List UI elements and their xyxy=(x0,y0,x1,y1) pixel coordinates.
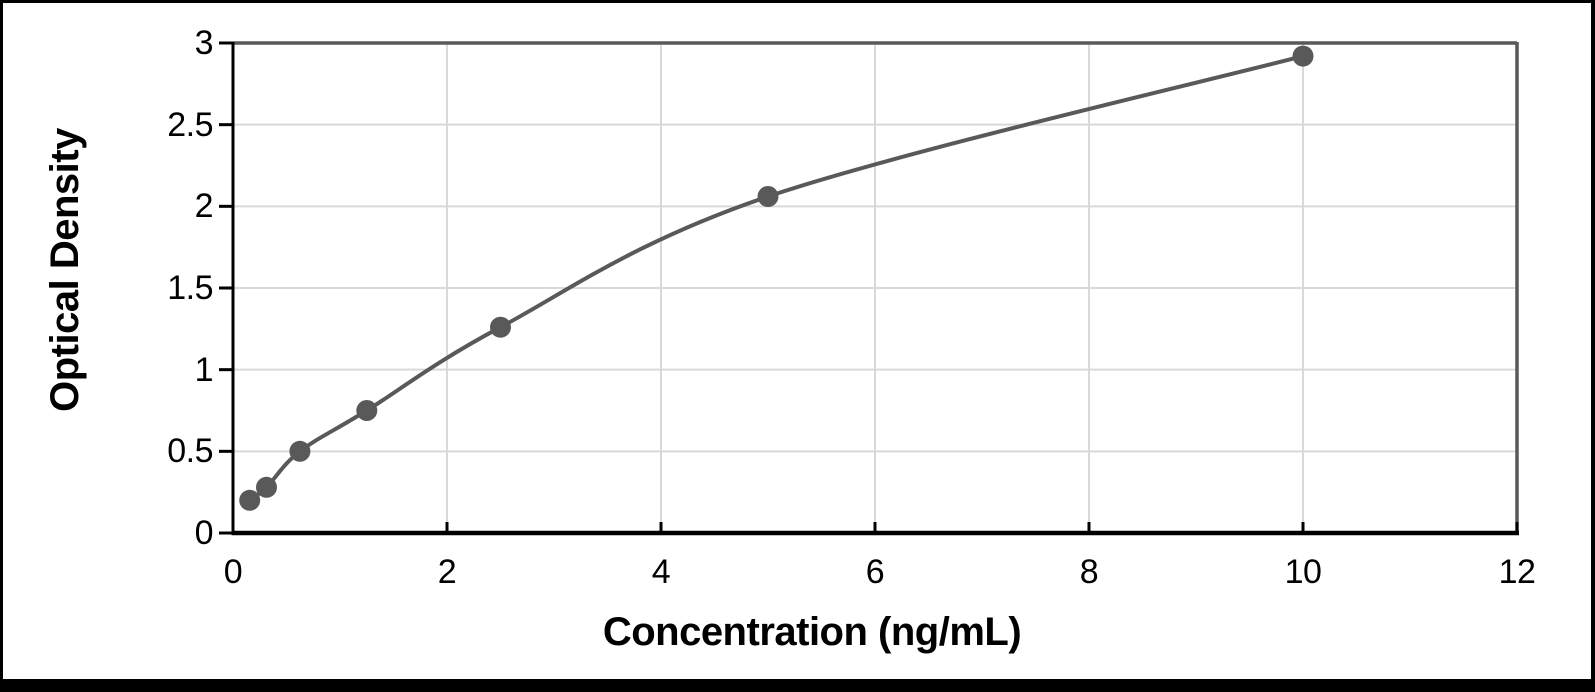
x-tick-label: 12 xyxy=(1498,553,1536,591)
y-tick-label: 3 xyxy=(194,24,214,62)
x-tick-label: 6 xyxy=(865,553,885,591)
x-axis-title: Concentration (ng/mL) xyxy=(602,610,1022,654)
data-point-marker xyxy=(256,476,277,498)
x-tick-label: 8 xyxy=(1079,553,1099,591)
y-tick-label: 1.5 xyxy=(167,269,213,307)
x-tick-label: 2 xyxy=(437,553,457,591)
data-point-marker xyxy=(757,186,779,207)
data-point-marker xyxy=(490,316,511,338)
x-tick-label: 10 xyxy=(1284,553,1322,591)
y-tick-label: 0 xyxy=(194,514,214,552)
data-point-marker xyxy=(289,440,311,462)
data-point-marker xyxy=(239,489,261,511)
series-curve xyxy=(248,54,1304,502)
y-axis-title: Optical Density xyxy=(43,128,87,412)
y-tick-label: 2 xyxy=(194,187,214,226)
chart-frame: 0 0.5 1 1.5 2 2.5 3 0 2 4 6 8 10 12 Concentration (n… xyxy=(3,3,1591,679)
x-tick-label: 4 xyxy=(651,553,671,591)
plot-area xyxy=(219,41,1519,536)
y-tick-label: 2.5 xyxy=(167,105,213,144)
y-tick-label: 1 xyxy=(194,350,214,389)
x-tick-label: 0 xyxy=(223,553,243,591)
data-point-marker xyxy=(1292,45,1314,67)
data-point-marker xyxy=(356,400,378,421)
y-tick-label: 0.5 xyxy=(167,432,213,471)
